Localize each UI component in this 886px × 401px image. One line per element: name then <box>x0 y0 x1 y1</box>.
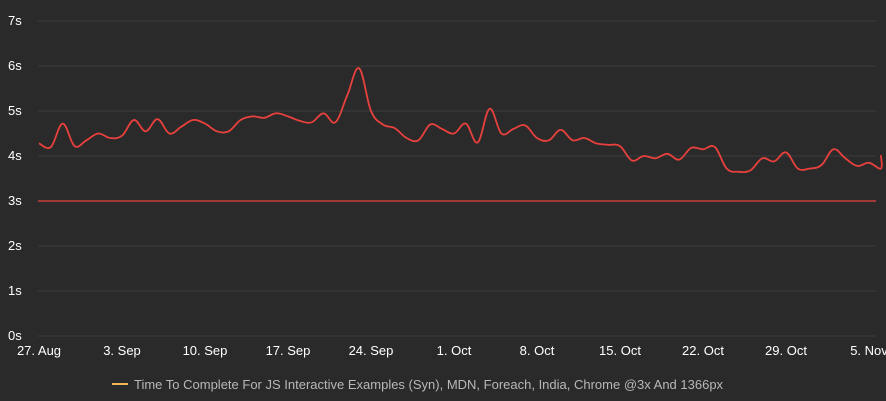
series-line <box>38 67 883 174</box>
y-tick-label: 7s <box>8 13 22 28</box>
x-tick-label: 15. Oct <box>599 343 641 358</box>
y-tick-label: 2s <box>8 238 22 253</box>
x-tick-label: 3. Sep <box>103 343 141 358</box>
x-tick-label: 8. Oct <box>520 343 555 358</box>
x-tick-label: 5. Nov <box>850 343 886 358</box>
x-axis-ticks: 27. Aug 3. Sep 10. Sep 17. Sep 24. Sep 1. Oct… <box>17 343 886 358</box>
x-tick-label: 27. Aug <box>17 343 61 358</box>
x-tick-label: 24. Sep <box>349 343 394 358</box>
x-tick-label: 1. Oct <box>437 343 472 358</box>
x-tick-label: 17. Sep <box>266 343 311 358</box>
x-tick-label: 29. Oct <box>765 343 807 358</box>
y-tick-label: 1s <box>8 283 22 298</box>
legend-label: Time To Complete For JS Interactive Exam… <box>134 377 724 392</box>
y-tick-label: 5s <box>8 103 22 118</box>
y-tick-label: 6s <box>8 58 22 73</box>
x-tick-label: 10. Sep <box>183 343 228 358</box>
y-tick-label: 4s <box>8 148 22 163</box>
y-axis-ticks: 0s 1s 2s 3s 4s 5s 6s 7s <box>8 13 22 343</box>
legend[interactable]: Time To Complete For JS Interactive Exam… <box>112 377 724 392</box>
x-tick-label: 22. Oct <box>682 343 724 358</box>
y-tick-label: 0s <box>8 328 22 343</box>
series-group <box>38 67 883 174</box>
y-tick-label: 3s <box>8 193 22 208</box>
